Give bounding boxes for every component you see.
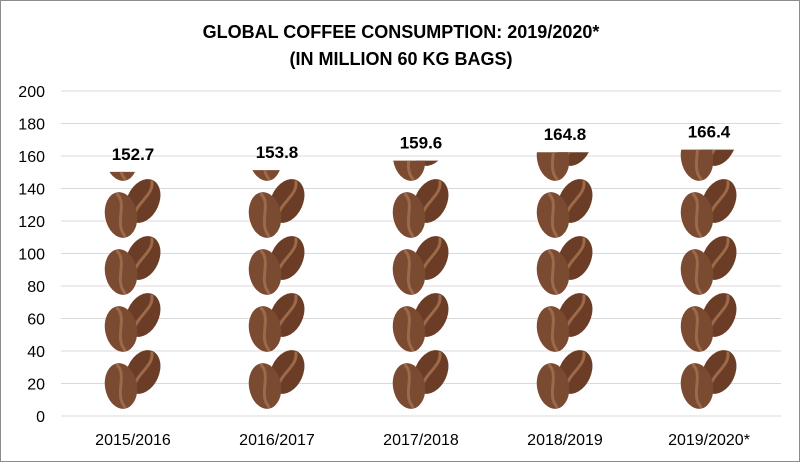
coffee-bean-icon <box>104 171 138 181</box>
coffee-bean-icon <box>536 363 570 409</box>
coffee-bean-icon <box>536 192 570 238</box>
coffee-bean-icon <box>248 249 282 295</box>
x-tick-label: 2019/2020* <box>668 432 750 449</box>
coffee-bean-icon <box>680 149 714 181</box>
coffee-bean-icon <box>680 363 714 409</box>
coffee-bean-icon <box>245 76 285 127</box>
coffee-bean-icon <box>680 192 714 238</box>
coffee-bean-icon <box>536 152 570 181</box>
coffee-bean-icon <box>389 76 429 127</box>
coffee-bean-icon <box>392 306 426 352</box>
x-tick-label: 2017/2018 <box>383 432 459 449</box>
y-tick-label: 40 <box>27 344 45 361</box>
coffee-bean-icon <box>536 306 570 352</box>
x-tick-label: 2015/2016 <box>95 432 171 449</box>
data-label: 166.4 <box>688 123 731 142</box>
data-label: 152.7 <box>112 145 155 164</box>
y-tick-label: 180 <box>18 117 45 134</box>
coffee-bean-icon <box>119 59 167 114</box>
y-tick-label: 120 <box>18 214 45 231</box>
coffee-bean-icon <box>104 249 138 295</box>
y-tick-label: 140 <box>18 182 45 199</box>
data-label: 159.6 <box>400 134 443 153</box>
coffee-bean-icon <box>392 249 426 295</box>
y-tick-label: 20 <box>27 377 45 394</box>
bar-1 <box>245 76 305 409</box>
coffee-bean-icon <box>248 170 282 181</box>
coffee-bean-icon <box>104 306 138 352</box>
y-tick-label: 200 <box>18 84 45 101</box>
coffee-bean-icon <box>680 249 714 295</box>
y-tick-label: 0 <box>36 409 45 426</box>
y-tick-label: 100 <box>18 247 45 264</box>
bar-2 <box>389 76 449 409</box>
coffee-bean-icon <box>101 76 141 127</box>
coffee-bean-icon <box>551 59 599 114</box>
coffee-bean-icon <box>248 306 282 352</box>
y-tick-label: 60 <box>27 312 45 329</box>
coffee-bean-icon <box>104 363 138 409</box>
coffee-bean-icon <box>248 363 282 409</box>
coffee-bean-icon <box>533 76 573 127</box>
x-tick-label: 2016/2017 <box>239 432 315 449</box>
coffee-bean-icon <box>677 76 717 127</box>
coffee-bean-icon <box>536 249 570 295</box>
y-tick-label: 160 <box>18 149 45 166</box>
x-tick-label: 2018/2019 <box>527 432 603 449</box>
data-label: 153.8 <box>256 143 299 162</box>
coffee-bean-icon <box>695 59 743 114</box>
bar-4 <box>677 59 743 409</box>
coffee-bean-icon <box>248 192 282 238</box>
bar-0 <box>101 59 167 409</box>
coffee-bean-icon <box>104 192 138 238</box>
coffee-bean-icon <box>392 160 426 181</box>
coffee-bean-icon <box>680 306 714 352</box>
coffee-bean-icon <box>392 363 426 409</box>
y-tick-label: 80 <box>27 279 45 296</box>
chart-title-line2: (IN MILLION 60 KG BAGS) <box>289 49 512 69</box>
coffee-bean-icon <box>392 192 426 238</box>
chart-title-line1: GLOBAL COFFEE CONSUMPTION: 2019/2020* <box>203 22 600 42</box>
data-label: 164.8 <box>544 125 587 144</box>
bar-3 <box>533 59 599 409</box>
